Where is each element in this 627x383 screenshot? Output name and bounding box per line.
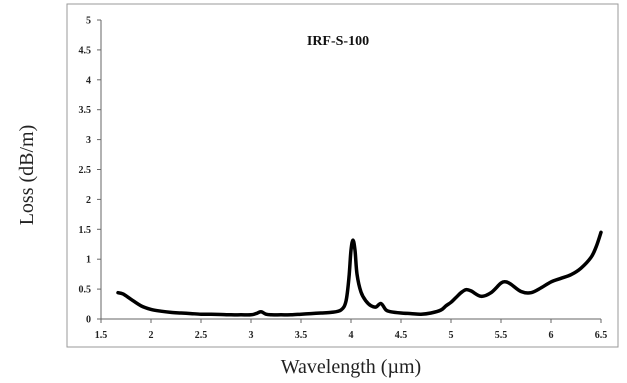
x-tick-label: 5.5 [495, 330, 508, 341]
y-tick-label: 3 [86, 135, 91, 146]
x-axis-label: Wavelength (µm) [281, 356, 421, 378]
loss-curve-line [116, 230, 603, 317]
x-axis: 1.5 2 2.5 3 3.5 4 4.5 5 5.5 6 6.5 [95, 319, 608, 341]
x-tick-label: 3.5 [295, 330, 308, 341]
y-tick-label: 4 [86, 75, 91, 86]
plot-frame [66, 3, 619, 348]
x-tick-label: 2 [149, 330, 154, 341]
y-tick-label: 1 [86, 255, 91, 266]
y-tick-label: 3.5 [79, 105, 92, 116]
x-tick-label: 3 [249, 330, 254, 341]
x-tick-label: 2.5 [195, 330, 208, 341]
y-axis: 0 0.5 1 1.5 2 2.5 3 3.5 4 4.5 5 [79, 16, 101, 326]
y-tick-label: 2.5 [79, 165, 92, 176]
x-tick-label: 6.5 [595, 330, 608, 341]
y-tick-label: 2 [86, 195, 91, 206]
y-tick-label: 1.5 [79, 225, 92, 236]
y-tick-label: 0 [86, 315, 91, 326]
x-tick-label: 4.5 [395, 330, 408, 341]
x-tick-label: 4 [349, 330, 354, 341]
x-tick-label: 6 [549, 330, 554, 341]
y-tick-label: 4.5 [79, 45, 92, 56]
y-tick-label: 0.5 [79, 285, 92, 296]
y-axis-label: Loss (dB/m) [16, 125, 38, 226]
chart-title: IRF-S-100 [307, 34, 369, 49]
x-tick-label: 5 [449, 330, 454, 341]
y-tick-label: 5 [86, 16, 91, 27]
x-tick-label: 1.5 [95, 330, 108, 341]
